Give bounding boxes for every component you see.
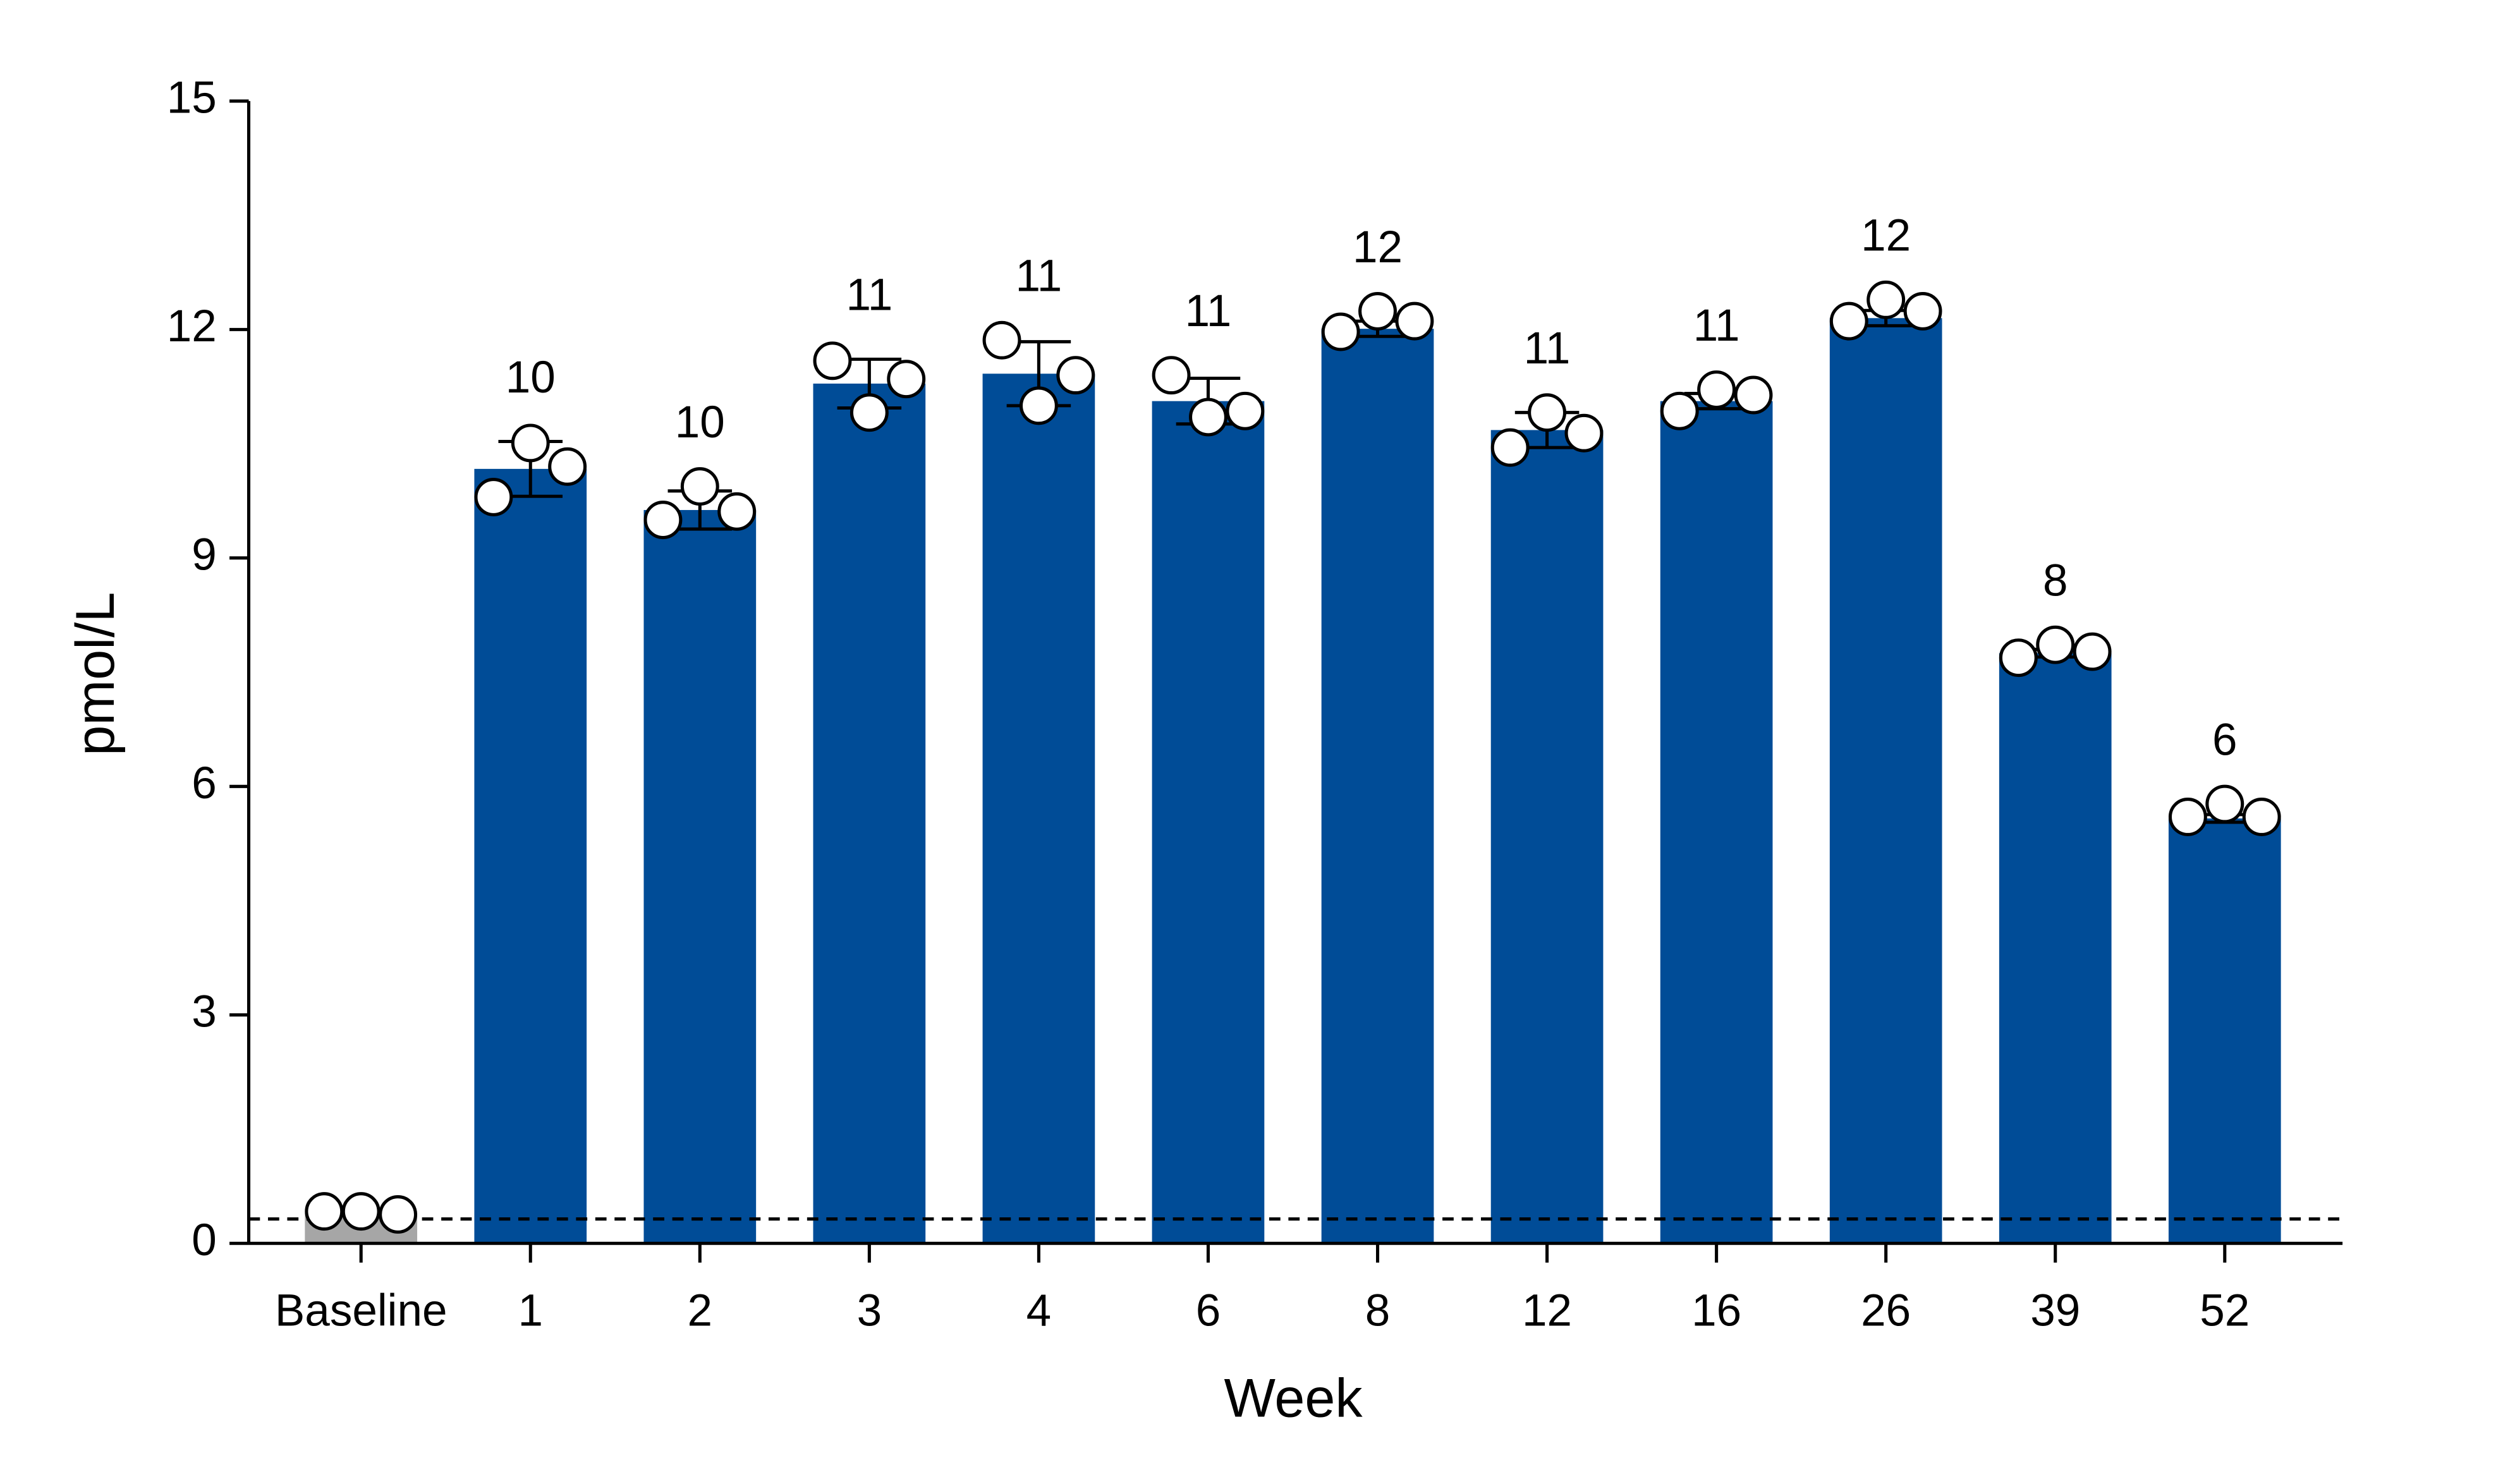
data-point — [1660, 391, 1699, 430]
bar — [1490, 430, 1604, 1244]
x-tick-label: 3 — [857, 1286, 882, 1336]
y-tick-label: 6 — [192, 758, 217, 808]
data-point — [1152, 356, 1191, 395]
data-point — [1358, 292, 1397, 331]
x-tick-label: 52 — [2200, 1286, 2250, 1336]
data-point — [1056, 356, 1095, 395]
x-axis-label: Week — [1224, 1368, 1363, 1428]
data-point — [850, 393, 889, 432]
bar — [2168, 818, 2281, 1244]
y-axis-label: pmol/L — [65, 592, 126, 756]
value-label: 11 — [1016, 252, 1063, 301]
bar — [982, 374, 1095, 1244]
data-point — [1189, 398, 1227, 437]
data-point — [1226, 391, 1265, 430]
x-tick-label: 39 — [2030, 1286, 2080, 1336]
value-label: 12 — [1861, 211, 1911, 261]
data-point — [1903, 292, 1942, 331]
data-point — [1999, 638, 2038, 678]
data-point — [474, 477, 513, 516]
data-point — [341, 1192, 381, 1231]
x-tick-label: 8 — [1365, 1286, 1391, 1336]
x-tick-label: 2 — [688, 1286, 713, 1336]
x-tick-label: 12 — [1522, 1286, 1572, 1336]
data-point — [1019, 386, 1058, 425]
x-tick-label: Baseline — [275, 1286, 448, 1336]
bar — [643, 509, 757, 1244]
value-label: 11 — [1693, 301, 1740, 351]
bar — [1999, 653, 2112, 1244]
bar — [1829, 318, 1942, 1244]
data-point — [379, 1195, 418, 1234]
data-point — [2205, 784, 2244, 824]
x-tick-label: 1 — [518, 1286, 543, 1336]
x-tick-label: 16 — [1691, 1286, 1741, 1336]
data-point — [1395, 301, 1434, 341]
x-tick-label: 26 — [1861, 1286, 1911, 1336]
value-label: 6 — [2212, 715, 2238, 765]
bar — [1321, 329, 1434, 1244]
data-point — [1564, 413, 1604, 453]
value-label: 10 — [506, 353, 556, 403]
data-point — [982, 320, 1021, 360]
data-point — [305, 1192, 344, 1231]
x-tick-label: 4 — [1026, 1286, 1052, 1336]
data-point — [1867, 280, 1906, 319]
value-label: 11 — [1185, 286, 1232, 336]
y-tick-label: 9 — [192, 530, 217, 580]
data-point — [1734, 375, 1773, 415]
value-label: 10 — [675, 398, 725, 447]
data-point — [813, 341, 852, 380]
value-label: 11 — [1524, 324, 1571, 374]
y-tick-label: 0 — [192, 1215, 217, 1265]
data-point — [548, 447, 587, 486]
value-label: 12 — [1353, 222, 1403, 272]
bar — [1660, 401, 1773, 1244]
data-point — [1490, 428, 1530, 467]
y-tick-label: 15 — [167, 73, 217, 123]
data-point — [643, 501, 683, 540]
data-point — [2168, 798, 2207, 836]
x-tick-label: 6 — [1196, 1286, 1221, 1336]
bar — [1152, 401, 1265, 1244]
y-tick-label: 12 — [167, 301, 217, 351]
data-point — [1321, 312, 1360, 351]
data-point — [1829, 301, 1868, 341]
data-point — [1697, 370, 1736, 410]
bar — [813, 383, 926, 1244]
data-point — [680, 467, 719, 506]
data-point — [2036, 625, 2075, 664]
value-label: 11 — [846, 271, 892, 320]
bar — [474, 468, 587, 1244]
data-point — [2242, 798, 2281, 836]
y-tick-label: 3 — [192, 987, 217, 1037]
data-point — [511, 423, 550, 463]
data-point — [887, 360, 926, 399]
data-point — [1528, 393, 1567, 432]
data-point — [717, 492, 757, 531]
data-point — [2073, 632, 2112, 671]
value-label: 8 — [2043, 556, 2068, 606]
